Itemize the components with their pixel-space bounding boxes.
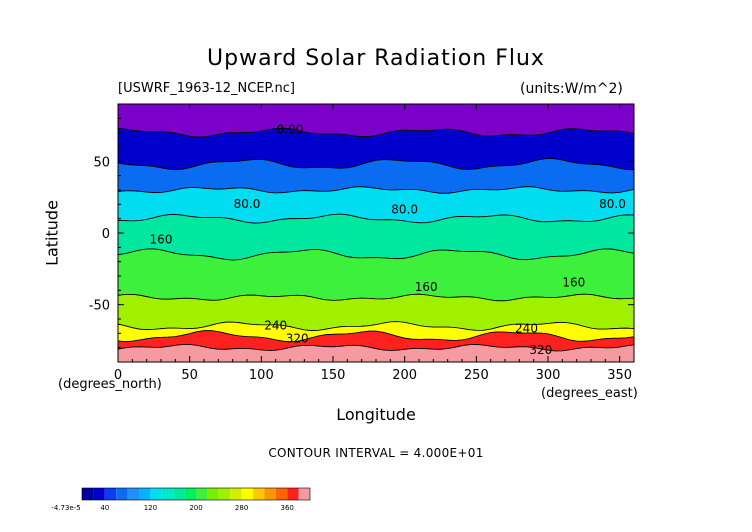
colorbar-swatch — [241, 488, 253, 500]
colorbar-swatch — [253, 488, 265, 500]
colorbar-swatch — [287, 488, 299, 500]
colorbar-swatch — [207, 488, 219, 500]
colorbar-swatch — [298, 488, 310, 500]
colorbar-swatch — [161, 488, 174, 500]
colorbar-swatch — [93, 488, 105, 500]
contour-label: 80.0 — [234, 197, 261, 211]
colorbar-label: 120 — [144, 504, 157, 512]
colorbar-swatch — [218, 488, 231, 500]
contour-label: 80.0 — [391, 203, 418, 217]
x-tick-label: 0 — [114, 368, 122, 383]
colorbar-swatch — [116, 488, 128, 500]
units-label: (units:W/m^2) — [520, 81, 623, 97]
x-tick-label: 350 — [607, 368, 632, 383]
contour-label: 160 — [562, 276, 585, 290]
contour-label: 160 — [150, 233, 173, 247]
colorbar-swatch — [82, 488, 94, 500]
y-tick-label: -50 — [89, 299, 110, 314]
colorbar-frame — [81, 487, 311, 501]
colorbar-swatch — [104, 488, 117, 500]
heatmap-band — [117, 213, 635, 261]
contour-label: 80.0 — [599, 197, 626, 211]
colorbar-swatch — [275, 488, 288, 500]
x-units-right: (degrees_east) — [541, 386, 638, 401]
colorbar-swatch — [150, 488, 162, 500]
dataset-filename: [USWRF_1963-12_NCEP.nc] — [118, 81, 295, 96]
chart-title: Upward Solar Radiation Flux — [207, 46, 545, 71]
x-tick-label: 300 — [536, 368, 561, 383]
contour-label: 320 — [286, 332, 309, 346]
colorbar-swatch — [184, 488, 196, 500]
x-tick-label: 250 — [464, 368, 489, 383]
x-tick-label: 50 — [181, 368, 198, 383]
colorbar-swatch — [196, 488, 208, 500]
colorbar-swatch — [264, 488, 276, 500]
colorbar-swatch — [230, 488, 242, 500]
colorbar-label: 360 — [281, 504, 294, 512]
x-tick-label: 150 — [321, 368, 346, 383]
contour-label: 320 — [529, 343, 552, 357]
colorbar-swatch — [127, 488, 139, 500]
y-tick-label: 0 — [102, 227, 110, 242]
colorbar-label: 40 — [100, 504, 109, 512]
contour-label: 0.00 — [277, 122, 304, 136]
x-units-left: (degrees_north) — [58, 377, 162, 392]
contour-interval-text: CONTOUR INTERVAL = 4.000E+01 — [268, 446, 484, 460]
contour-label: 240 — [264, 319, 287, 333]
x-tick-label: 200 — [392, 368, 417, 383]
colorbar-swatch — [173, 488, 185, 500]
y-tick-label: 50 — [93, 155, 110, 170]
contour-label: 240 — [515, 322, 538, 336]
colorbar-swatch — [139, 488, 151, 500]
colorbar-label: 200 — [189, 504, 202, 512]
colorbar-label: 280 — [235, 504, 248, 512]
colorbar-label: -4.73e-5 — [51, 504, 80, 512]
x-tick-label: 100 — [249, 368, 274, 383]
x-axis-label: Longitude — [336, 405, 416, 424]
contour-label: 160 — [415, 280, 438, 294]
